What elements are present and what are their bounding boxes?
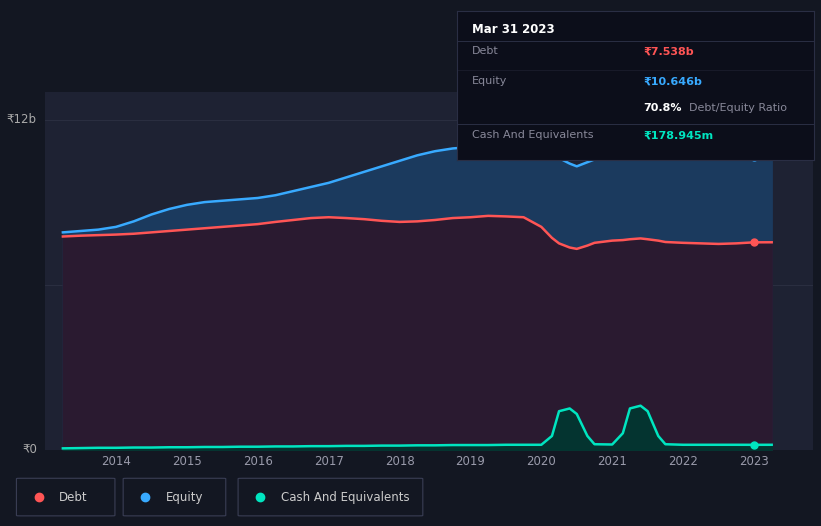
Text: Mar 31 2023: Mar 31 2023 <box>471 23 554 36</box>
Text: ₹178.945m: ₹178.945m <box>643 130 713 140</box>
Text: ₹10.646b: ₹10.646b <box>643 76 702 86</box>
Text: Debt/Equity Ratio: Debt/Equity Ratio <box>690 104 787 114</box>
Text: Equity: Equity <box>471 76 507 86</box>
Text: Cash And Equivalents: Cash And Equivalents <box>471 130 593 140</box>
Text: Cash And Equivalents: Cash And Equivalents <box>281 491 410 503</box>
Text: ₹0: ₹0 <box>22 443 37 456</box>
Text: Debt: Debt <box>59 491 88 503</box>
Text: 70.8%: 70.8% <box>643 104 681 114</box>
Text: ₹12b: ₹12b <box>7 113 37 126</box>
Text: Equity: Equity <box>166 491 204 503</box>
Text: Debt: Debt <box>471 46 498 56</box>
Text: ₹7.538b: ₹7.538b <box>643 46 694 56</box>
